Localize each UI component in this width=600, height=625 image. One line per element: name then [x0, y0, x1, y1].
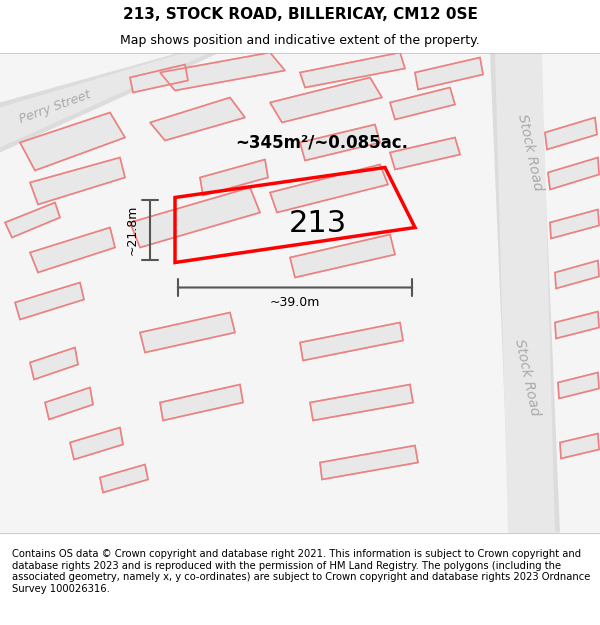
Polygon shape	[548, 158, 599, 189]
Polygon shape	[545, 118, 597, 149]
Text: ~21.8m: ~21.8m	[125, 205, 139, 255]
Polygon shape	[130, 188, 260, 248]
Polygon shape	[300, 124, 380, 161]
Polygon shape	[390, 138, 460, 169]
Text: Stock Road: Stock Road	[515, 113, 545, 192]
Polygon shape	[0, 52, 210, 148]
Polygon shape	[558, 372, 599, 399]
Polygon shape	[310, 384, 413, 421]
Text: 213, STOCK ROAD, BILLERICAY, CM12 0SE: 213, STOCK ROAD, BILLERICAY, CM12 0SE	[122, 8, 478, 22]
Polygon shape	[550, 209, 599, 239]
Polygon shape	[300, 52, 405, 88]
Polygon shape	[150, 98, 245, 141]
Polygon shape	[5, 202, 60, 238]
Polygon shape	[270, 164, 388, 212]
Text: ~39.0m: ~39.0m	[270, 296, 320, 309]
Polygon shape	[290, 234, 395, 278]
Polygon shape	[45, 388, 93, 419]
Polygon shape	[15, 282, 84, 319]
Polygon shape	[70, 428, 123, 459]
Text: Stock Road: Stock Road	[512, 338, 542, 417]
Polygon shape	[140, 312, 235, 352]
Polygon shape	[0, 52, 220, 152]
Polygon shape	[300, 322, 403, 361]
Polygon shape	[270, 78, 382, 122]
Text: Perry Street: Perry Street	[17, 89, 92, 126]
Polygon shape	[415, 58, 483, 89]
Polygon shape	[555, 261, 599, 289]
Text: 213: 213	[289, 209, 347, 238]
Polygon shape	[390, 88, 455, 119]
Polygon shape	[160, 52, 285, 91]
Polygon shape	[490, 52, 560, 532]
Polygon shape	[555, 311, 599, 339]
Text: ~345m²/~0.085ac.: ~345m²/~0.085ac.	[235, 134, 408, 151]
Polygon shape	[130, 64, 188, 92]
Polygon shape	[20, 112, 125, 171]
Text: Contains OS data © Crown copyright and database right 2021. This information is : Contains OS data © Crown copyright and d…	[12, 549, 590, 594]
Text: Map shows position and indicative extent of the property.: Map shows position and indicative extent…	[120, 34, 480, 48]
Polygon shape	[560, 434, 599, 459]
Polygon shape	[320, 446, 418, 479]
Polygon shape	[30, 228, 115, 272]
Polygon shape	[495, 52, 555, 532]
Polygon shape	[30, 348, 78, 379]
Polygon shape	[100, 464, 148, 492]
Polygon shape	[30, 158, 125, 204]
Polygon shape	[200, 159, 268, 196]
Polygon shape	[160, 384, 243, 421]
